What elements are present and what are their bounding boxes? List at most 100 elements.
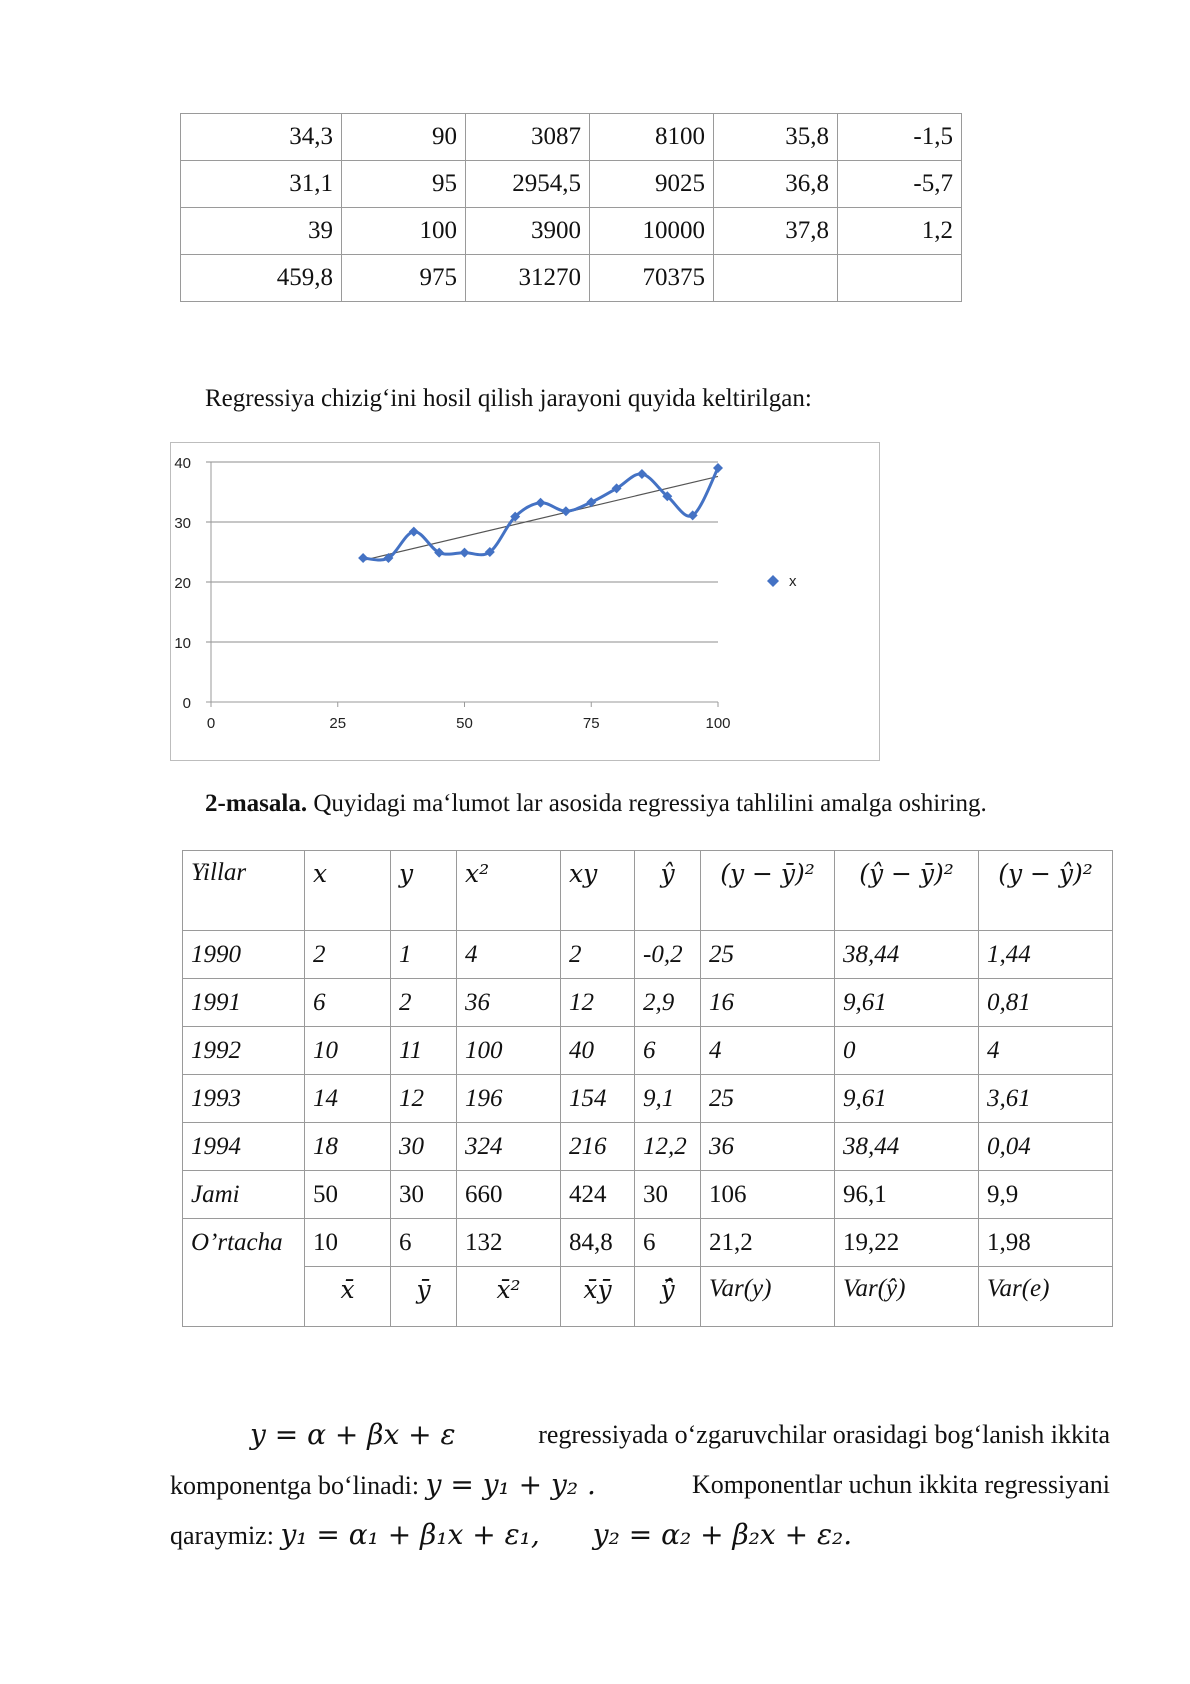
table-cell: 12 (390, 1074, 457, 1123)
task-statement: 2-masala. Quyidagi ma‘lumot lar asosida … (205, 790, 987, 818)
table-cell: 1,2 (837, 207, 962, 255)
table-cell (182, 1266, 305, 1327)
data-point (535, 497, 546, 508)
column-header: (ŷ − ȳ)² (834, 850, 979, 931)
x-tick-label: 100 (705, 715, 730, 732)
table-cell: 324 (456, 1122, 561, 1171)
column-header: y (390, 850, 457, 931)
column-header: Yillar (182, 850, 305, 931)
table-cell: 10 (304, 1026, 391, 1075)
equation-y1: y₁ = α₁ + β₁x + ε₁, (280, 1518, 540, 1551)
table-cell: 37,8 (713, 207, 838, 255)
table-cell: 30 (634, 1170, 701, 1219)
table-cell: 1991 (182, 978, 305, 1027)
line2-text-a: komponentga bo‘linadi: (170, 1471, 420, 1500)
table-cell: 2954,5 (465, 160, 590, 208)
table-row: 39 100 3900 10000 37,8 1,2 (180, 207, 962, 255)
top-table-body: 34,3 90 3087 8100 35,8 -1,5 31,1 95 2954,5 9025 36… (180, 113, 962, 302)
legend-marker (767, 575, 779, 587)
table-cell: 50 (304, 1170, 391, 1219)
line3-text: qaraymiz: (170, 1521, 274, 1550)
table-cell: 9,61 (834, 978, 979, 1027)
table-cell: 106 (700, 1170, 835, 1219)
table-cell: 12,2 (634, 1122, 701, 1171)
table-cell: 1993 (182, 1074, 305, 1123)
data-point (662, 491, 673, 502)
table-cell: 30 (390, 1170, 457, 1219)
column-header: (y − ȳ)² (700, 850, 835, 931)
table-cell: x̄² (456, 1266, 561, 1327)
data-point (383, 553, 394, 563)
table-cell: 1,44 (978, 930, 1113, 979)
table-cell: 36 (456, 978, 561, 1027)
table-cell: 100 (456, 1026, 561, 1075)
task-text: Quyidagi ma‘lumot lar asosida regressiya… (307, 790, 987, 817)
column-header: xy (560, 850, 635, 931)
table-cell: 84,8 (560, 1218, 635, 1267)
top-data-table: 34,3 90 3087 8100 35,8 -1,5 31,1 95 2954,5 9025 36… (180, 113, 962, 302)
table-cell: 21,2 (700, 1218, 835, 1267)
table-cell: 38,44 (834, 1122, 979, 1171)
data-point (713, 463, 723, 473)
table-cell: 132 (456, 1218, 561, 1267)
table-cell: ŷ̄ (634, 1266, 701, 1327)
table-cell: 4 (456, 930, 561, 979)
table-cell: 34,3 (180, 113, 342, 161)
table-cell: 25 (700, 930, 835, 979)
table-cell: 1 (390, 930, 457, 979)
table-cell: 39 (180, 207, 342, 255)
table-cell: 100 (341, 207, 466, 255)
totals-row: Jami 50 30 660 424 30 106 96,1 9,9 (182, 1170, 1113, 1219)
table-row: 1992 10 11 100 40 6 4 0 4 (182, 1026, 1113, 1075)
table-cell: 19,22 (834, 1218, 979, 1267)
table-row: 31,1 95 2954,5 9025 36,8 -5,7 (180, 160, 962, 208)
paragraph-line-2: komponentga bo‘linadi: y = y₁ + y₂ . Kom… (170, 1468, 1110, 1501)
table-cell: 9,9 (978, 1170, 1113, 1219)
table-cell: 3900 (465, 207, 590, 255)
table-cell: -5,7 (837, 160, 962, 208)
table-cell: 1990 (182, 930, 305, 979)
column-header: x (304, 850, 391, 931)
y-tick-label: 10 (174, 635, 191, 652)
average-row: O’rtacha 10 6 132 84,8 6 21,2 19,22 1,98 (182, 1218, 1113, 1267)
table-cell: 6 (390, 1218, 457, 1267)
trendline (362, 475, 719, 561)
symbols-row: x̄ ȳ x̄² x̄ȳ ŷ̄ Var(y) Var(ŷ) Var(e) (182, 1266, 1113, 1327)
column-header: ŷ (634, 850, 701, 931)
data-point (687, 510, 698, 521)
table-cell: 38,44 (834, 930, 979, 979)
table-cell: 10 (304, 1218, 391, 1267)
table-cell: 459,8 (180, 254, 342, 302)
line2-text-b: Komponentlar uchun ikkita regressiyani (691, 1470, 1110, 1499)
table-row: 459,8 975 31270 70375 (180, 254, 962, 302)
data-point (358, 553, 369, 563)
column-header: (y − ŷ)² (978, 850, 1113, 931)
table-cell: -1,5 (837, 113, 962, 161)
table-cell: x̄ (304, 1266, 391, 1327)
table-cell: 96,1 (834, 1170, 979, 1219)
table-cell: 216 (560, 1122, 635, 1171)
table-cell: Var(y) (700, 1266, 835, 1327)
table-cell: 8100 (589, 113, 714, 161)
chart-canvas: 0 10 20 30 40 0 25 50 75 100 x (174, 455, 797, 732)
table-cell: 2 (390, 978, 457, 1027)
table-cell: 975 (341, 254, 466, 302)
data-point (636, 469, 647, 479)
table-cell: 40 (560, 1026, 635, 1075)
regression-table-body: Yillar x y x² xy ŷ (y − ȳ)² (ŷ − ȳ)² (y − ŷ)² 199… (182, 850, 1113, 1327)
equation-y2: y₂ = α₂ + β₂x + ε₂. (592, 1518, 853, 1551)
x-tick-label: 25 (329, 715, 346, 732)
table-cell: 4 (700, 1026, 835, 1075)
regression-chart: 0 10 20 30 40 0 25 50 75 100 x (170, 442, 880, 761)
task-label: 2-masala. (205, 790, 308, 817)
data-point (586, 497, 597, 508)
table-cell: 2 (304, 930, 391, 979)
table-cell: 196 (456, 1074, 561, 1123)
table-cell: 35,8 (713, 113, 838, 161)
table-cell: 1,98 (978, 1218, 1113, 1267)
table-cell: 16 (700, 978, 835, 1027)
table-cell: 36,8 (713, 160, 838, 208)
data-point (459, 547, 470, 558)
data-point (408, 526, 419, 537)
table-cell: 70375 (589, 254, 714, 302)
